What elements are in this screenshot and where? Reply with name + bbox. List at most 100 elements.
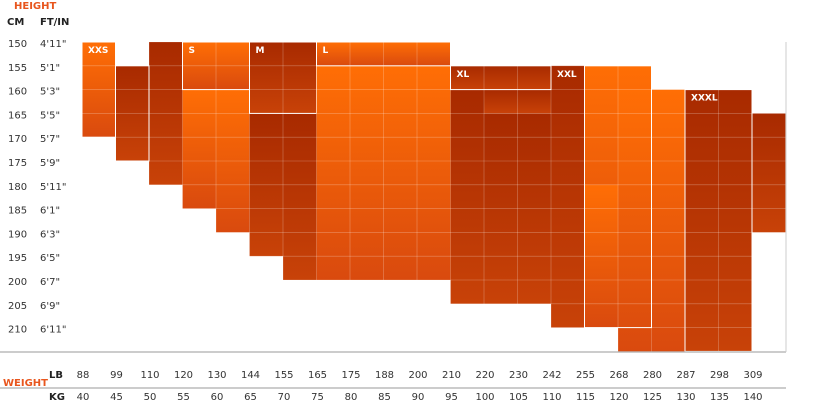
weight-lb-tick: 220 <box>475 370 494 381</box>
size-zone-xxs <box>81 41 116 138</box>
weight-lb-tick: 99 <box>110 370 123 381</box>
weight-lb-tick: 298 <box>710 370 729 381</box>
weight-lb-tick: 120 <box>174 370 193 381</box>
weight-kg-tick: 100 <box>475 392 494 402</box>
weight-kg-tick: 85 <box>378 392 391 402</box>
size-zone-outline <box>684 89 753 352</box>
size-zone-outline <box>316 41 451 67</box>
size-zone-block <box>484 89 551 114</box>
height-cm-tick: 210 <box>8 325 27 336</box>
weight-kg-tick: 120 <box>609 392 628 402</box>
weight-kg-tick: 45 <box>110 392 123 402</box>
size-zone-block <box>752 113 786 233</box>
height-header: HEIGHT <box>14 1 56 12</box>
weight-kg-tick: 50 <box>144 392 157 402</box>
height-ftin-tick: 5'3" <box>40 87 60 98</box>
height-cm-tick: 155 <box>8 63 27 74</box>
height-ftin-tick: 6'9" <box>40 301 60 312</box>
grid-lines <box>0 41 787 389</box>
height-ftin-tick: 5'7" <box>40 134 60 145</box>
weight-kg-tick: 80 <box>345 392 358 402</box>
weight-tick-labels: 88 40 99 45 110 50 120 55 130 60 144 65 155 70 165 75 17… <box>77 370 763 402</box>
weight-lb-tick: 110 <box>140 370 159 381</box>
weight-kg-tick: 40 <box>77 392 90 402</box>
size-label-xxs: XXS <box>88 46 108 56</box>
weight-lb-tick: 88 <box>77 370 90 381</box>
size-label-m: M <box>256 46 265 56</box>
height-ftin-tick: 5'11" <box>40 182 66 193</box>
height-ftin-tick: 6'3" <box>40 229 60 240</box>
size-zone-block <box>115 65 149 161</box>
size-label-xxxl: XXXL <box>691 94 718 104</box>
weight-kg-tick: 140 <box>743 392 762 402</box>
lb-header: LB <box>49 370 63 381</box>
height-cm-tick: 165 <box>8 110 27 121</box>
weight-kg-tick: 110 <box>542 392 561 402</box>
size-zone-l <box>316 41 451 280</box>
size-zones <box>81 41 786 352</box>
ftin-header: FT/IN <box>40 17 69 28</box>
height-cm-tick: 180 <box>8 182 27 193</box>
size-zone-block <box>182 42 250 90</box>
weight-lb-tick: 130 <box>207 370 226 381</box>
weight-kg-tick: 90 <box>412 392 425 402</box>
size-zone-block <box>450 65 551 90</box>
weight-lb-tick: 200 <box>408 370 427 381</box>
height-cm-tick: 150 <box>8 39 27 50</box>
size-zone-outline <box>584 65 652 329</box>
weight-lb-tick: 165 <box>308 370 327 381</box>
weight-lb-tick: 309 <box>743 370 762 381</box>
size-zone-block <box>551 65 585 328</box>
size-label-xs: XS <box>122 46 135 56</box>
size-zone-s <box>182 41 250 233</box>
size-zone-xxxl <box>684 89 786 352</box>
size-zone-block <box>182 89 216 209</box>
size-zone-outline <box>115 65 150 162</box>
cm-header: CM <box>7 17 24 28</box>
weight-kg-tick: 125 <box>643 392 662 402</box>
weight-kg-tick: 115 <box>576 392 595 402</box>
size-zone-m <box>249 41 317 281</box>
weight-kg-tick: 70 <box>278 392 291 402</box>
size-zone-block <box>484 113 551 304</box>
size-zone-block <box>249 113 283 257</box>
weight-kg-tick: 105 <box>509 392 528 402</box>
weight-lb-tick: 287 <box>676 370 695 381</box>
height-cm-tick: 200 <box>8 277 27 288</box>
size-zone-block <box>316 42 451 66</box>
height-cm-tick: 205 <box>8 301 27 312</box>
height-ftin-tick: 6'11" <box>40 325 66 336</box>
weight-lb-tick: 268 <box>609 370 628 381</box>
weight-lb-tick: 144 <box>241 370 260 381</box>
size-zone-block <box>283 113 317 281</box>
weight-lb-tick: 188 <box>375 370 394 381</box>
height-ftin-tick: 6'1" <box>40 206 60 217</box>
weight-lb-tick: 175 <box>341 370 360 381</box>
kg-header: KG <box>49 392 65 402</box>
weight-header: WEIGHT <box>3 378 48 389</box>
size-label-s: S <box>189 46 195 56</box>
height-cm-tick: 185 <box>8 206 27 217</box>
weight-kg-tick: 135 <box>710 392 729 402</box>
weight-kg-tick: 65 <box>244 392 257 402</box>
height-cm-tick: 190 <box>8 229 27 240</box>
weight-lb-tick: 255 <box>576 370 595 381</box>
size-zone-block <box>350 65 451 280</box>
height-cm-tick: 170 <box>8 134 27 145</box>
size-zone-block <box>216 89 250 233</box>
size-zone-xs <box>115 42 183 185</box>
height-ftin-tick: 6'7" <box>40 277 60 288</box>
height-cm-tick: 160 <box>8 87 27 98</box>
weight-kg-tick: 55 <box>177 392 190 402</box>
height-ftin-tick: 5'9" <box>40 158 60 169</box>
weight-lb-tick: 155 <box>274 370 293 381</box>
size-zone-block <box>584 184 618 328</box>
height-ftin-tick: 6'5" <box>40 253 60 264</box>
weight-lb-tick: 242 <box>542 370 561 381</box>
weight-kg-tick: 95 <box>445 392 458 402</box>
height-ftin-tick: 4'11" <box>40 39 66 50</box>
height-ftin-tick: 5'1" <box>40 63 60 74</box>
size-label-xl: XL <box>457 70 470 80</box>
height-tick-labels: 150 4'11" 155 5'1" 160 5'3" 165 5'5" 170 5'7" 175 5… <box>8 39 66 336</box>
